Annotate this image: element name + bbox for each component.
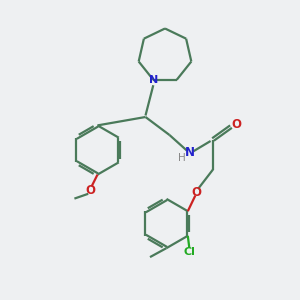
Text: N: N: [185, 146, 195, 160]
Text: O: O: [191, 185, 202, 199]
Text: O: O: [231, 118, 242, 131]
Text: Cl: Cl: [183, 247, 195, 257]
Text: N: N: [149, 75, 158, 85]
Text: O: O: [85, 184, 95, 197]
Text: H: H: [178, 153, 185, 164]
